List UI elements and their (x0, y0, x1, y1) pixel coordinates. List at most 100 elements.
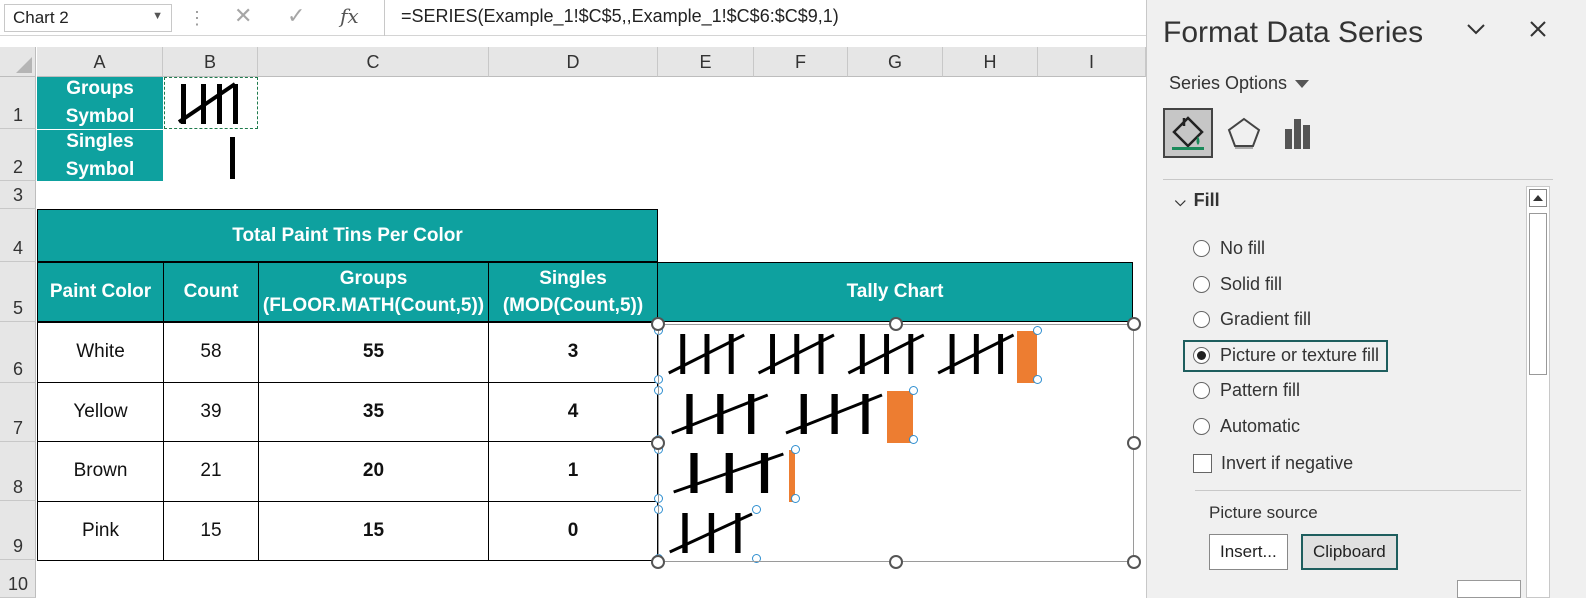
row-number: 9 (12, 536, 23, 556)
fill-option-no-fill[interactable]: No fill (1193, 238, 1265, 259)
close-icon[interactable] (1527, 18, 1549, 47)
cell-singles[interactable]: 0 (488, 500, 658, 561)
row-header-7[interactable]: 7 (0, 383, 36, 442)
cell-color[interactable]: Brown (37, 441, 164, 502)
cell-color[interactable]: Pink (37, 500, 164, 561)
cell-count[interactable]: 58 (163, 322, 259, 383)
picture-source-label: Picture source (1209, 503, 1318, 522)
invert-if-negative-checkbox[interactable]: Invert if negative (1193, 453, 1353, 474)
point-selection-handle[interactable] (791, 445, 801, 454)
scroll-thumb[interactable] (1529, 213, 1547, 375)
point-selection-handle[interactable] (751, 553, 761, 563)
name-box[interactable]: Chart 2 ▼ (4, 4, 172, 32)
fill-line-icon[interactable] (1163, 108, 1213, 158)
fill-option-label: No fill (1220, 238, 1266, 258)
column-header-d[interactable]: D (489, 47, 658, 77)
divider (1195, 490, 1521, 491)
checkmark-icon[interactable]: ✓ (287, 3, 306, 28)
row-header-9[interactable]: 9 (0, 501, 36, 560)
cell-singles[interactable]: 1 (488, 441, 658, 502)
tally-bar-singles-brown[interactable] (788, 450, 796, 502)
chart-resize-handle[interactable] (651, 317, 665, 331)
row-header-1[interactable]: 1 (0, 77, 36, 129)
point-selection-handle[interactable] (1032, 375, 1042, 384)
cell-count[interactable]: 15 (163, 500, 259, 561)
cell-color[interactable]: Yellow (37, 381, 164, 442)
chart-resize-handle[interactable] (651, 436, 665, 450)
fill-option-pattern-fill[interactable]: Pattern fill (1193, 380, 1300, 401)
cell-singles[interactable]: 4 (488, 381, 658, 442)
column-header-f[interactable]: F (754, 47, 848, 77)
column-header-b[interactable]: B (163, 47, 258, 77)
column-header-g[interactable]: G (848, 47, 943, 77)
cell-singles[interactable]: 3 (488, 322, 658, 383)
row-header-5[interactable]: 5 (0, 262, 36, 322)
select-all-corner[interactable] (0, 47, 36, 77)
chart-resize-handle[interactable] (1127, 555, 1141, 569)
table-title: Total Paint Tins Per Color (37, 209, 658, 262)
column-header-e[interactable]: E (658, 47, 754, 77)
texture-dropdown[interactable] (1457, 580, 1521, 598)
cancel-x-icon[interactable]: ✕ (234, 3, 253, 28)
insert-button[interactable]: Insert... (1209, 534, 1288, 570)
fill-option-picture-or-texture-fill[interactable]: Picture or texture fill (1193, 345, 1379, 366)
pane-scrollbar[interactable] (1526, 186, 1550, 598)
series-options-dropdown[interactable]: Series Options (1169, 73, 1310, 94)
tally-bar-groups-pink[interactable] (658, 510, 756, 556)
chart-resize-handle[interactable] (1127, 436, 1141, 450)
chart-resize-handle[interactable] (889, 555, 903, 569)
row-number: 4 (12, 238, 23, 258)
fill-option-gradient-fill[interactable]: Gradient fill (1193, 309, 1311, 330)
row-header-6[interactable]: 6 (0, 322, 36, 383)
row-header-3[interactable]: 3 (0, 181, 36, 209)
row-header-4[interactable]: 4 (0, 209, 36, 262)
column-header-c[interactable]: C (258, 47, 489, 77)
series-options-bars-icon[interactable] (1273, 108, 1323, 158)
cell-groups[interactable]: 20 (258, 441, 489, 502)
chevron-down-icon[interactable] (1465, 18, 1487, 47)
tally-bar-singles-white[interactable] (1017, 331, 1037, 383)
row-header-8[interactable]: 8 (0, 442, 36, 501)
clipboard-button[interactable]: Clipboard (1301, 534, 1398, 570)
copied-cell-marquee[interactable] (164, 77, 258, 129)
fill-option-automatic[interactable]: Automatic (1193, 416, 1300, 437)
cell-color[interactable]: White (37, 322, 164, 383)
tally-bar-groups-brown[interactable] (658, 450, 789, 496)
chart-resize-handle[interactable] (889, 317, 903, 331)
tally-bar-singles-yellow[interactable] (886, 390, 913, 443)
tally-bar-groups-yellow[interactable] (658, 391, 887, 437)
focus-outline (1183, 340, 1388, 372)
header-count: Count (163, 262, 259, 322)
radio-icon (1193, 311, 1210, 328)
point-selection-handle[interactable] (791, 494, 801, 503)
column-header-i[interactable]: I (1038, 47, 1146, 77)
effects-pentagon-icon[interactable] (1219, 108, 1269, 158)
header-groups: Groups (FLOOR.MATH(Count,5)) (258, 262, 489, 322)
cell-groups[interactable]: 55 (258, 322, 489, 383)
tally-chart[interactable] (651, 317, 1141, 569)
point-selection-handle[interactable] (1032, 326, 1042, 335)
cell-groups[interactable]: 15 (258, 500, 489, 561)
formula-input[interactable]: =SERIES(Example_1!$C$5,,Example_1!$C$6:$… (384, 0, 1146, 36)
scroll-up-icon[interactable] (1529, 189, 1547, 207)
chevron-down-icon[interactable]: ▼ (152, 10, 163, 22)
column-header-h[interactable]: H (943, 47, 1038, 77)
row-header-2[interactable]: 2 (0, 129, 36, 181)
column-header-a[interactable]: A (37, 47, 163, 77)
point-selection-handle[interactable] (751, 504, 761, 514)
cell-groups[interactable]: 35 (258, 381, 489, 442)
cell-count[interactable]: 21 (163, 441, 259, 502)
row-number: 7 (12, 418, 23, 438)
fill-section-toggle[interactable]: ⌵ Fill (1175, 190, 1220, 211)
row-header-10[interactable]: 10 (0, 560, 36, 598)
fill-option-solid-fill[interactable]: Solid fill (1193, 274, 1282, 295)
chevron-down-icon: ⌵ (1175, 193, 1186, 209)
point-selection-handle[interactable] (908, 385, 918, 395)
chart-resize-handle[interactable] (1127, 317, 1141, 331)
tally-bar-groups-white[interactable] (658, 331, 1017, 377)
cell-count[interactable]: 39 (163, 381, 259, 442)
header-singles: Singles (MOD(Count,5)) (488, 262, 658, 322)
chart-resize-handle[interactable] (651, 555, 665, 569)
function-icon[interactable]: fx (340, 4, 359, 28)
point-selection-handle[interactable] (908, 434, 918, 444)
